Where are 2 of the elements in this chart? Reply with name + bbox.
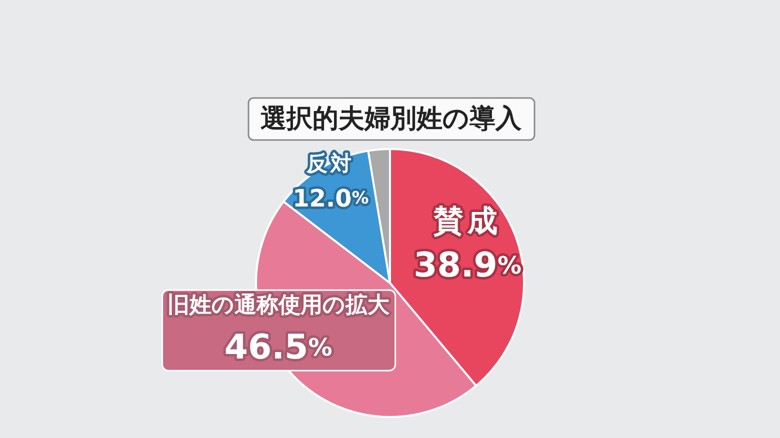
title: 選択的夫婦別姓の導入: [248, 97, 536, 141]
chart-title: 選択的夫婦別姓の導入: [260, 104, 522, 134]
